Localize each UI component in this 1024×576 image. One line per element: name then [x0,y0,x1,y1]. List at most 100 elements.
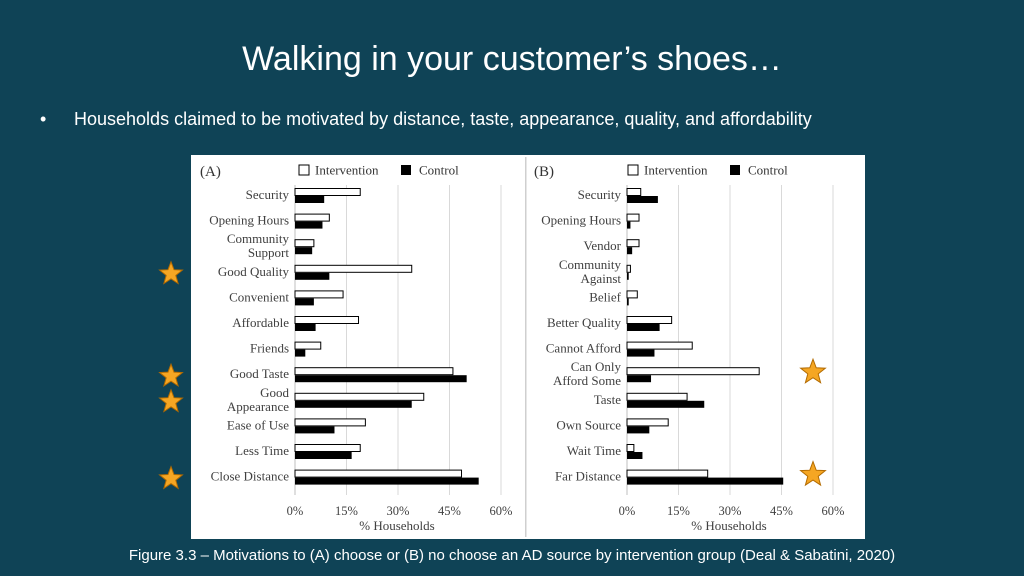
category-label: Opening Hours [209,213,289,228]
bar-intervention [626,469,709,478]
bar-control [295,221,323,229]
category-label: Afford Some [553,373,621,388]
x-tick-label: 60% [490,504,513,518]
bar-control [295,477,479,485]
bar-intervention [626,444,635,452]
category-label: Convenient [229,289,289,304]
category-label: Affordable [232,315,289,330]
bar-intervention [294,469,463,478]
bar-intervention [294,290,344,299]
figure-chart: (A) Intervention Control Security Opening Ho… [200,157,844,537]
bar-control [295,375,467,383]
bar-control [295,324,316,331]
bar-intervention [294,418,366,427]
figure-panel: (A) Intervention Control Security Opening Ho… [191,155,865,539]
x-tick-label: 60% [822,504,845,518]
bullet-text: Households claimed to be motivated by di… [74,109,812,129]
star-icon [158,362,184,388]
bar-intervention [294,444,361,452]
chart-panel-a: (A) Intervention Control Security Opening Ho… [200,163,512,534]
bar-control [295,196,325,203]
star-icon [158,388,184,413]
category-label: Against [581,271,622,286]
bar-intervention [626,290,638,299]
bar-control [627,324,660,331]
bar-control [627,196,658,203]
bar-control [627,272,629,280]
bar-intervention [626,213,640,222]
category-label: Good [260,385,289,400]
bar-intervention [626,264,631,273]
x-axis-label: % Households [691,518,766,533]
bar-control [627,298,629,306]
category-label: Cannot Afford [546,341,622,356]
bar-control [295,452,352,459]
bar-intervention [626,341,693,350]
x-tick-label: 15% [335,504,358,518]
category-label: Friends [250,341,289,356]
panel-label: (A) [200,164,221,180]
bar-intervention [626,239,640,248]
x-tick-label: 30% [719,504,742,518]
bar-intervention [626,367,760,376]
chart-panel-b: (B) Intervention Control Security Opening Ho… [534,163,844,534]
bar-intervention [294,367,454,376]
bar-intervention [294,213,330,222]
x-tick-label: 45% [770,504,793,518]
x-tick-label: 0% [287,504,304,518]
category-label: Close Distance [211,469,290,484]
figure-caption: Figure 3.3 – Motivations to (A) choose o… [128,547,896,564]
bar-intervention [294,341,322,350]
category-label: Vendor [583,238,621,253]
category-label: Belief [589,289,621,304]
category-label: Own Source [556,417,621,432]
x-tick-label: 30% [387,504,410,518]
bar-control [295,426,335,434]
x-tick-label: 45% [438,504,461,518]
category-label: Can Only [571,359,622,374]
panel-divider [525,157,527,537]
bar-control [295,298,314,306]
category-label: Far Distance [555,469,621,484]
category-label: Security [246,187,290,202]
bar-control [627,452,643,459]
bar-control [295,400,412,408]
bar-intervention [294,239,315,248]
category-label: Appearance [227,399,289,414]
category-label: Support [248,245,290,260]
category-label: Good Quality [218,264,290,279]
x-tick-label: 15% [667,504,690,518]
category-label: Less Time [235,443,289,458]
bar-intervention [294,188,361,196]
panel-label: (B) [534,164,554,180]
bar-intervention [626,316,673,324]
bar-intervention [294,264,413,273]
legend-swatch-intervention [298,164,310,176]
bullet-point: • Households claimed to be motivated by d… [40,109,1000,130]
category-label: Community [559,257,622,272]
legend-label-intervention: Intervention [315,163,379,178]
category-label: Community [227,231,290,246]
star-icon [158,260,184,285]
legend-swatch-control [401,165,411,175]
category-label: Good Taste [230,366,289,381]
bar-control [627,375,652,383]
bar-control [627,247,633,255]
legend-swatch-control [730,165,740,175]
bar-control [627,400,705,408]
bar-control [627,426,650,434]
bar-control [627,477,784,485]
bar-intervention [626,188,642,196]
bar-control [295,272,330,280]
x-tick-label: 0% [619,504,636,518]
bar-intervention [626,392,688,401]
bar-control [627,221,631,229]
bar-intervention [294,316,360,324]
category-label: Better Quality [547,315,622,330]
bar-intervention [294,392,425,401]
category-label: Ease of Use [227,417,289,432]
star-icon [158,465,184,490]
legend-label-control: Control [748,163,788,178]
legend-label-intervention: Intervention [644,163,708,178]
bar-control [627,349,655,357]
